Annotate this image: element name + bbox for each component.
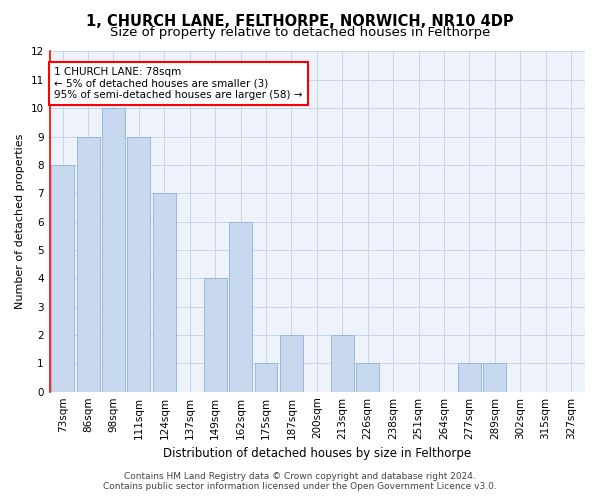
Bar [280,335,303,392]
Bar [356,364,379,392]
Bar [127,136,151,392]
Text: Size of property relative to detached houses in Felthorpe: Size of property relative to detached ho… [110,26,490,39]
Bar [254,364,277,392]
Text: 1, CHURCH LANE, FELTHORPE, NORWICH, NR10 4DP: 1, CHURCH LANE, FELTHORPE, NORWICH, NR10… [86,14,514,29]
Bar [331,335,353,392]
Bar [77,136,100,392]
Text: Contains HM Land Registry data © Crown copyright and database right 2024.
Contai: Contains HM Land Registry data © Crown c… [103,472,497,491]
Text: 1 CHURCH LANE: 78sqm
← 5% of detached houses are smaller (3)
95% of semi-detache: 1 CHURCH LANE: 78sqm ← 5% of detached ho… [54,67,302,100]
Bar [51,165,74,392]
Bar [458,364,481,392]
Y-axis label: Number of detached properties: Number of detached properties [15,134,25,310]
Bar [484,364,506,392]
Bar [102,108,125,392]
Bar [229,222,252,392]
Bar [204,278,227,392]
X-axis label: Distribution of detached houses by size in Felthorpe: Distribution of detached houses by size … [163,447,471,460]
Bar [153,193,176,392]
